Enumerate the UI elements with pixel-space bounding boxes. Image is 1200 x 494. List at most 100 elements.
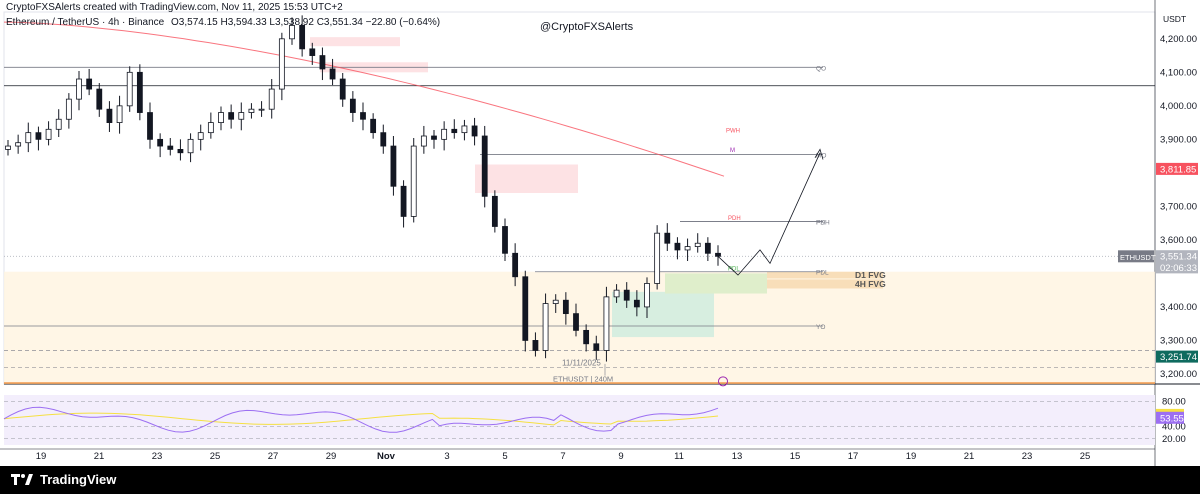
level-label: YO <box>816 324 825 331</box>
price-tick-label: 3,700.00 <box>1160 201 1197 212</box>
price-tick-label: 3,300.00 <box>1160 335 1197 346</box>
candle-body <box>694 242 701 247</box>
candle-body <box>704 242 711 254</box>
candle-body <box>268 88 275 110</box>
time-axis-label: 29 <box>326 451 337 462</box>
candle-body <box>370 118 377 134</box>
rsi-signal-line <box>3 412 719 426</box>
time-axis-label: 25 <box>1080 451 1091 462</box>
candle-body <box>65 98 72 120</box>
candle-body <box>218 112 224 123</box>
time-axis-label: 19 <box>906 451 917 462</box>
candle-body <box>441 128 448 140</box>
rsi-tick-label: 20.00 <box>1162 434 1186 445</box>
candle-body <box>349 98 356 113</box>
moving-average-line <box>3 21 725 177</box>
time-axis-label: 13 <box>732 451 743 462</box>
candle-body <box>167 145 174 150</box>
price-badge <box>1156 162 1198 175</box>
time-axis-label: 23 <box>152 451 163 462</box>
candle-body <box>431 135 437 140</box>
candle-body <box>207 122 214 134</box>
price-badge-label: 3,251.74 <box>1160 352 1197 363</box>
price-tick-label: 3,200.00 <box>1160 369 1197 380</box>
candle-body <box>360 112 366 120</box>
time-axis-label: 3 <box>444 451 449 462</box>
supply-zone <box>310 37 400 47</box>
candle-body <box>289 25 295 40</box>
price-badge-label: 3,811.85 <box>1160 164 1196 175</box>
demand-zone <box>665 273 767 294</box>
price-badge <box>1156 350 1198 363</box>
candle-body <box>309 48 316 56</box>
time-axis-label: 23 <box>1022 451 1033 462</box>
candle-body <box>562 299 569 315</box>
candle-body <box>654 232 661 284</box>
candle-body <box>664 232 671 244</box>
symbol-label: ETHUSDT | 240M <box>553 374 613 383</box>
price-tick-label: 3,600.00 <box>1160 235 1197 246</box>
time-axis-label: 9 <box>618 451 623 462</box>
candle-body <box>502 226 508 254</box>
symbol-badge <box>1118 250 1154 263</box>
price-tick-label: 3,900.00 <box>1160 134 1197 145</box>
candle-body <box>258 108 265 111</box>
price-badge <box>1156 250 1198 263</box>
candle-body <box>15 142 22 147</box>
candle-body <box>451 128 458 134</box>
fvg-zone <box>767 279 883 289</box>
candle-body <box>248 108 255 113</box>
candle-body <box>76 78 82 100</box>
candle-body <box>491 195 498 227</box>
candle-body <box>228 112 235 120</box>
rsi-tick-label: 40.00 <box>1162 421 1186 432</box>
candle-body <box>390 145 397 187</box>
candle-body <box>522 276 529 341</box>
time-axis-label: 21 <box>94 451 105 462</box>
price-tick-label: 4,200.00 <box>1160 34 1197 45</box>
projection-arrow-icon <box>814 148 824 160</box>
supply-zone <box>475 164 578 193</box>
candle-body <box>35 132 42 140</box>
fvg-zone-label: 4H FVG <box>855 279 886 289</box>
candle-body <box>380 132 387 147</box>
rsi-badge-label: 53.55 <box>1160 413 1184 424</box>
level-label: PDL <box>728 267 740 273</box>
rsi-pane <box>4 395 1155 445</box>
candle-body <box>5 145 11 150</box>
candle-body <box>633 299 640 308</box>
tradingview-logo[interactable]: TradingView <box>10 471 116 487</box>
candle-body <box>106 108 113 123</box>
price-tick-label: 4,100.00 <box>1160 67 1197 78</box>
time-axis-label: 15 <box>790 451 801 462</box>
candle-body <box>197 132 204 140</box>
time-axis-label: 25 <box>210 451 221 462</box>
rsi-line <box>3 406 719 433</box>
candle-body <box>157 138 164 147</box>
candle-body <box>684 246 691 251</box>
candle-body <box>410 145 417 217</box>
candle-body <box>400 185 407 217</box>
level-label: QO <box>816 65 826 72</box>
level-label: M <box>730 148 735 154</box>
candle-body <box>715 252 721 257</box>
symbol-badge-label: ETHUSDT <box>1120 253 1156 262</box>
footer-bar: TradingView <box>0 466 1200 494</box>
date-label: 11/11/2025 <box>562 359 601 368</box>
candle-body <box>512 252 519 278</box>
candle-body <box>329 68 336 80</box>
candle-body <box>593 343 600 351</box>
tradingview-logo-icon <box>11 474 33 485</box>
price-axis-currency: USDT <box>1163 14 1186 24</box>
time-axis-label: 27 <box>268 451 279 462</box>
lightning-icon <box>718 376 728 387</box>
time-axis-label: Nov <box>377 451 396 462</box>
fvg-zone-label: D1 FVG <box>855 270 886 280</box>
candle-body <box>147 112 153 140</box>
candle-body <box>583 329 590 345</box>
level-label: MO <box>816 152 826 159</box>
symbol-name[interactable]: Ethereum / TetherUS · 4h · Binance <box>6 17 165 28</box>
candle-body <box>603 296 610 351</box>
time-axis-label: 7 <box>560 451 565 462</box>
